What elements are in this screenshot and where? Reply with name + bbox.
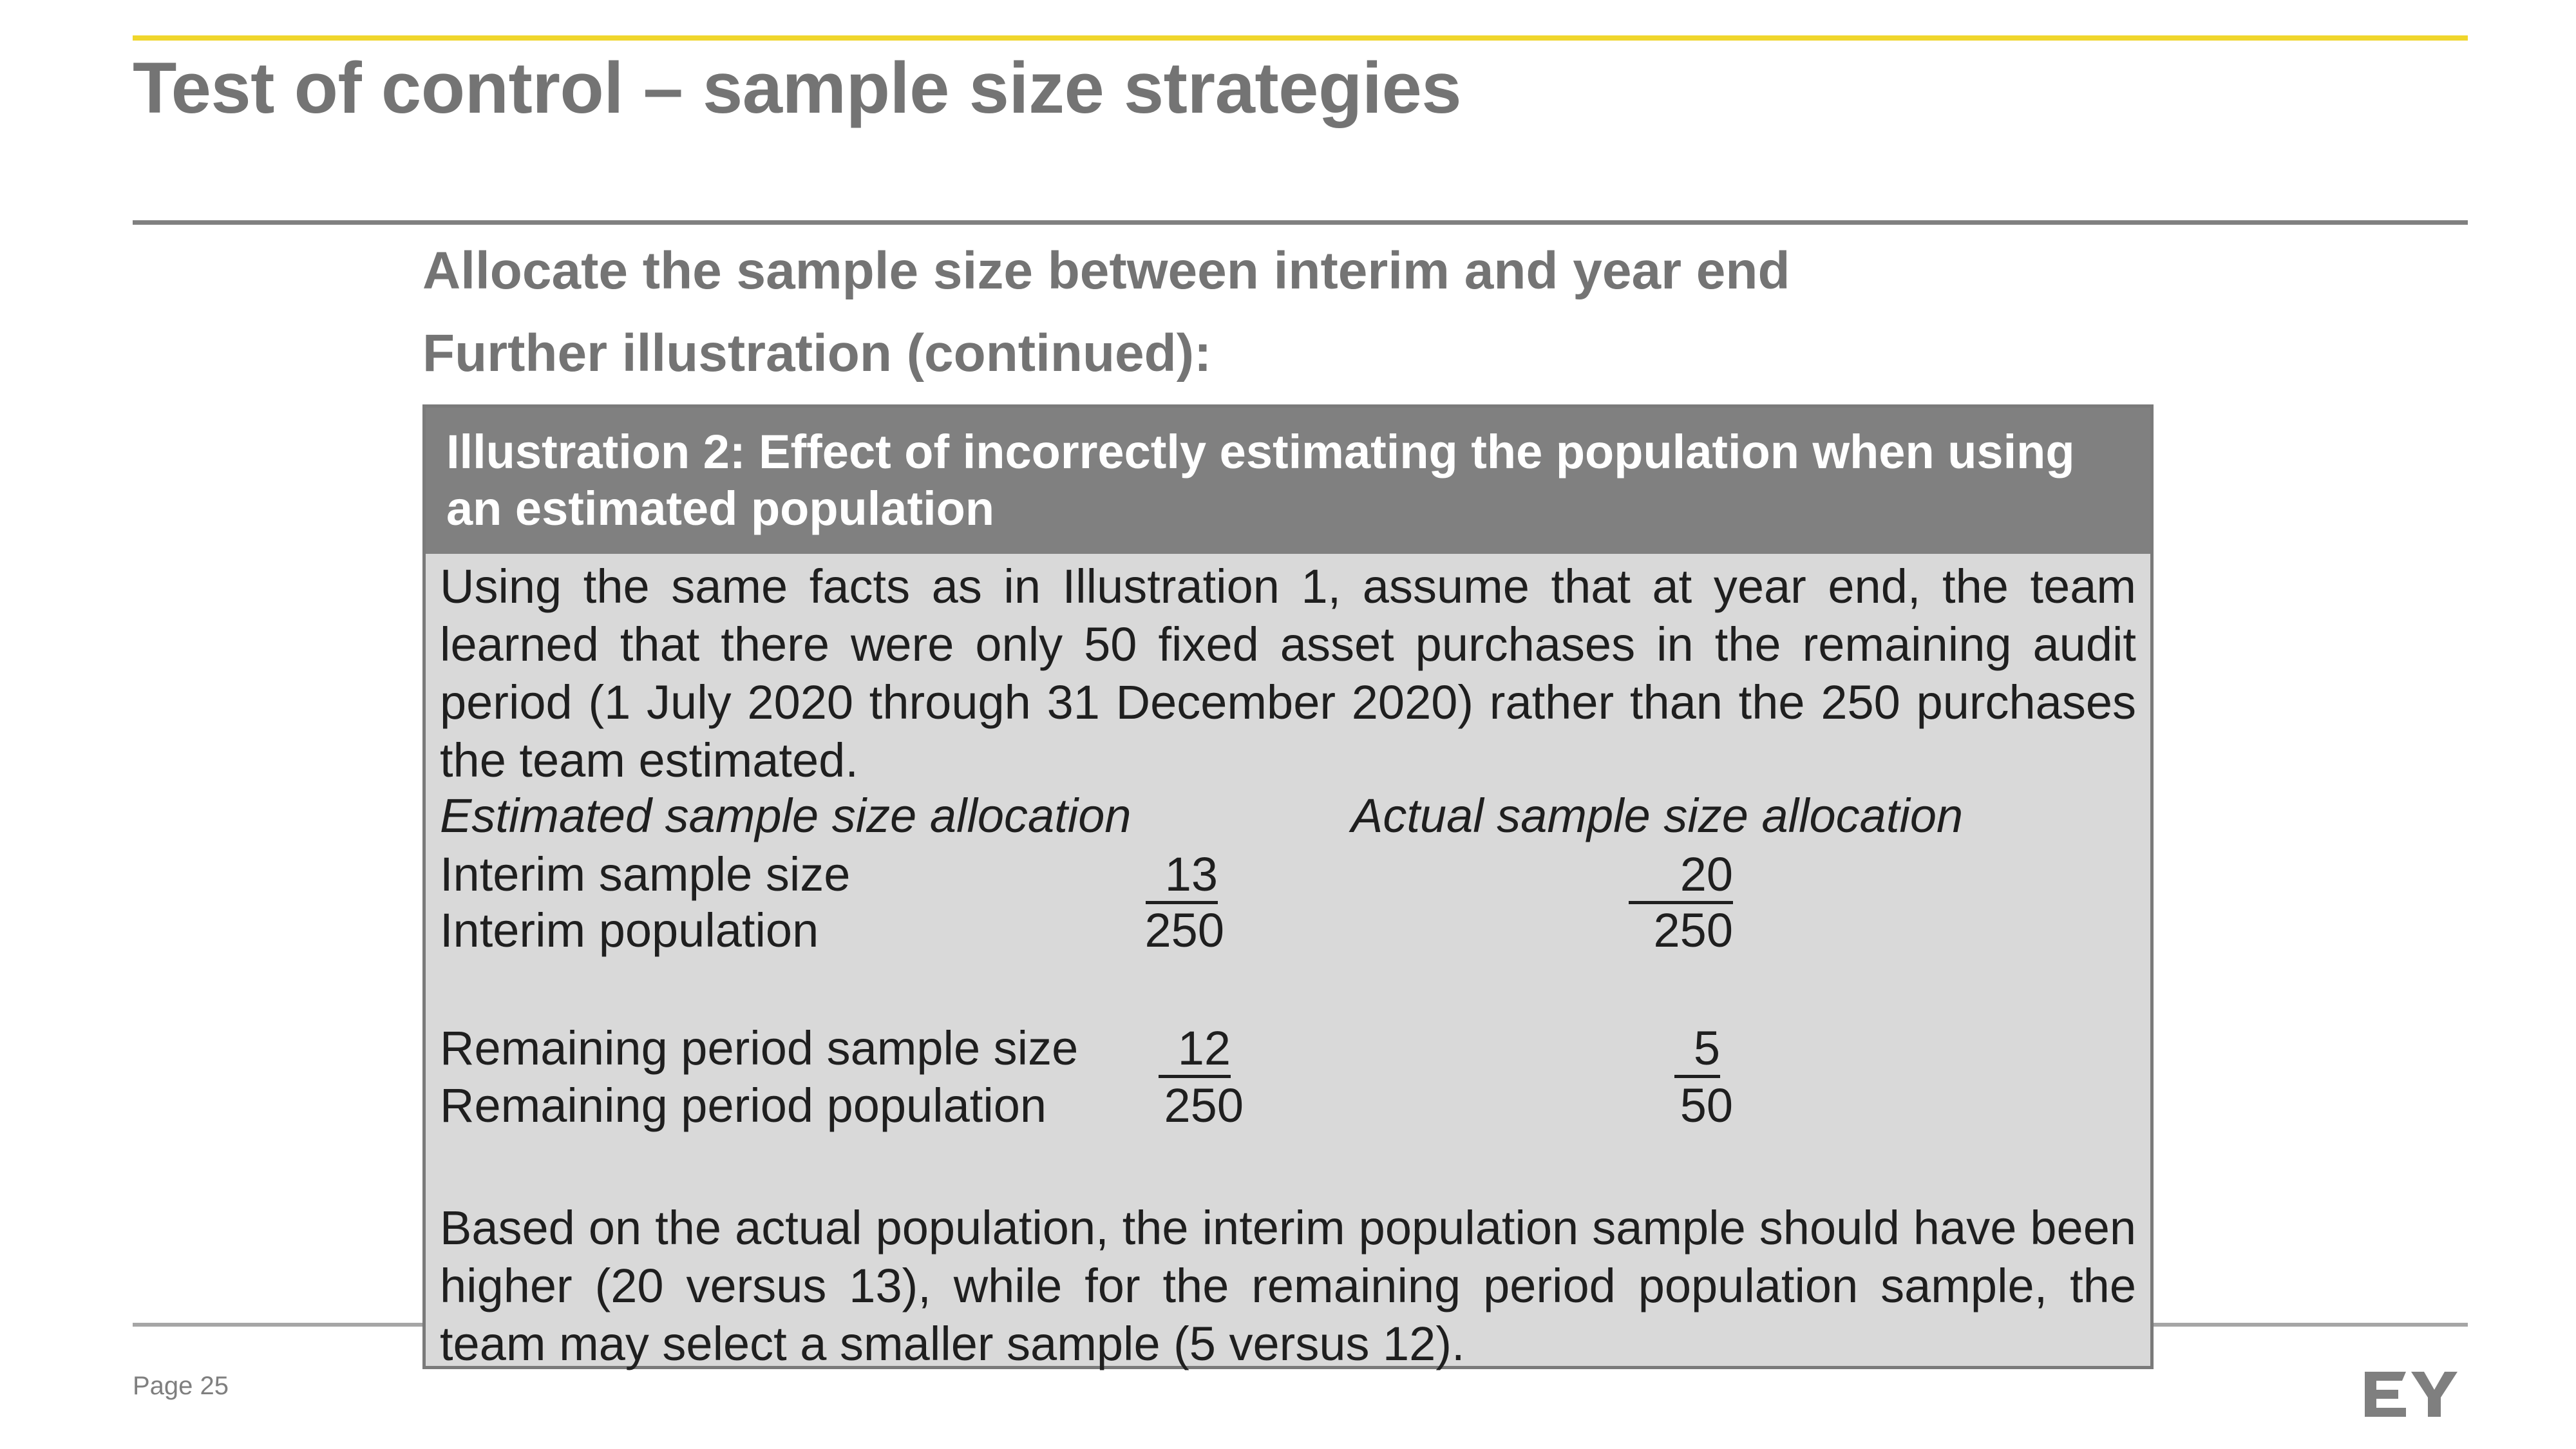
estimated-remaining-sample: 12 bbox=[1158, 1021, 1231, 1078]
illustration-box: Illustration 2: Effect of incorrectly es… bbox=[422, 404, 2154, 1370]
row-label: Interim sample size bbox=[440, 848, 851, 901]
actual-interim-sample: 20 bbox=[1628, 848, 1733, 904]
page-number: Page 25 bbox=[133, 1372, 229, 1400]
illustration-header: Illustration 2: Effect of incorrectly es… bbox=[426, 408, 2150, 554]
actual-value: 20 bbox=[1617, 846, 1733, 904]
row-label: Interim population bbox=[440, 904, 819, 957]
subheading-further: Further illustration (continued): bbox=[422, 324, 1212, 383]
intro-paragraph: Using the same facts as in Illustration … bbox=[440, 560, 2136, 787]
actual-remaining-population: 50 bbox=[1680, 1079, 1733, 1132]
actual-remaining-sample: 5 bbox=[1674, 1021, 1720, 1078]
conclusion-paragraph: Based on the actual population, the inte… bbox=[440, 1201, 2136, 1370]
title-divider bbox=[133, 220, 2468, 225]
row-label: Remaining period population bbox=[440, 1079, 1047, 1132]
estimated-interim-sample: 13 bbox=[1145, 848, 1218, 904]
ey-logo bbox=[2365, 1372, 2458, 1417]
row-label: Remaining period sample size bbox=[440, 1021, 1079, 1075]
slide-title: Test of control – sample size strategies bbox=[133, 48, 1462, 128]
estimated-remaining-population: 250 bbox=[1164, 1079, 1244, 1132]
actual-value: 5 bbox=[1604, 1019, 1720, 1078]
estimated-interim-population: 250 bbox=[1144, 904, 1224, 957]
subheading-allocate: Allocate the sample size between interim… bbox=[422, 242, 1790, 300]
actual-heading: Actual sample size allocation bbox=[1351, 789, 1964, 842]
actual-interim-population: 250 bbox=[1653, 904, 1733, 957]
estimated-value: 12 bbox=[1108, 1019, 1231, 1078]
estimated-heading: Estimated sample size allocation bbox=[440, 789, 1132, 842]
accent-rule bbox=[133, 35, 2468, 41]
estimated-value: 13 bbox=[1102, 846, 1218, 904]
